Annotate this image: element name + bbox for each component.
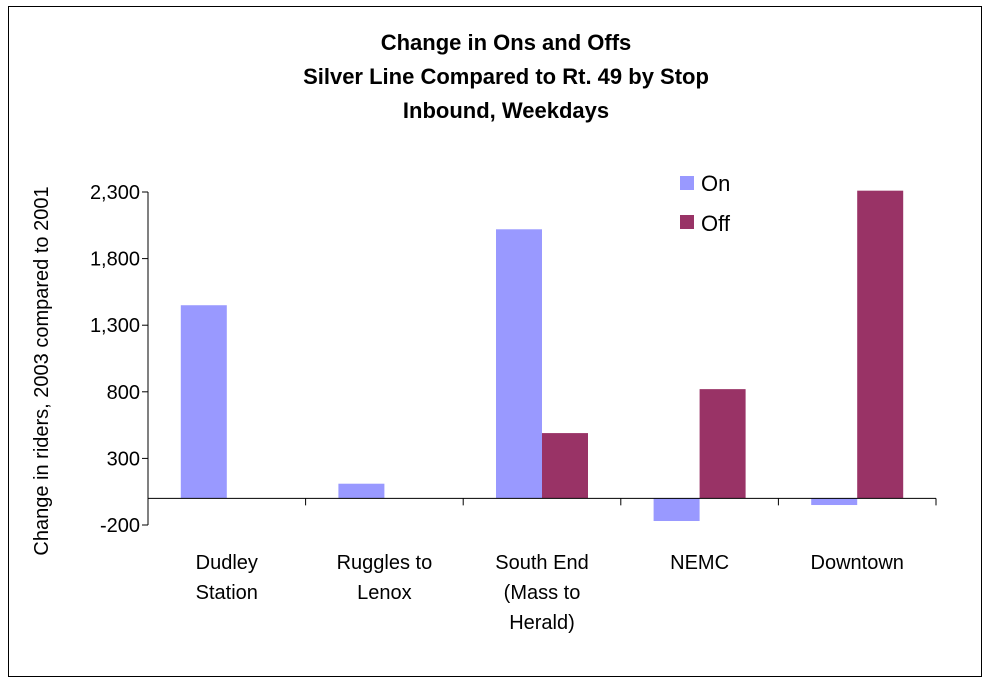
bar-on-1 <box>338 483 385 499</box>
x-category-label-line: NEMC <box>670 552 729 574</box>
y-tick-label: -200 <box>100 515 140 537</box>
chart-title-line-2: Silver Line Compared to Rt. 49 by Stop <box>303 64 709 89</box>
bar-off-4 <box>857 190 904 499</box>
x-category-label-line: Lenox <box>357 582 412 604</box>
chart-frame <box>8 6 982 677</box>
x-category-label: Downtown <box>811 552 904 574</box>
x-category-label: NEMC <box>670 552 729 574</box>
chart-title-line-1: Change in Ons and Offs <box>381 30 632 55</box>
y-tick-label: 800 <box>107 382 140 404</box>
x-category-label-line: South End <box>495 552 588 574</box>
x-category-label-line: Station <box>196 582 258 604</box>
bar-on-2 <box>496 229 542 499</box>
legend-label-off: Off <box>701 211 731 236</box>
x-category-label-line: Herald) <box>509 612 575 634</box>
y-axis-ticks: 2,300 1,800 1,300 800 300 -200 <box>90 182 149 537</box>
x-category-label: Ruggles to Lenox <box>337 552 433 604</box>
y-tick-label: 300 <box>107 448 140 470</box>
x-axis-category-labels: Dudley Station Ruggles to Lenox South End (Ma… <box>196 552 904 634</box>
bar-off-2 <box>542 433 588 499</box>
chart-title-line-3: Inbound, Weekdays <box>403 98 609 123</box>
x-category-label-line: Downtown <box>811 552 904 574</box>
bar-on-0 <box>180 305 227 499</box>
bar-on-4 <box>811 498 858 506</box>
y-axis-title: Change in riders, 2003 compared to 2001 <box>31 186 53 555</box>
legend-swatch-on <box>680 176 694 190</box>
legend-label-on: On <box>701 171 730 196</box>
chart-title: Change in Ons and Offs Silver Line Compa… <box>303 30 709 123</box>
bar-on-3 <box>653 498 700 522</box>
x-category-label-line: Ruggles to <box>337 552 433 574</box>
y-tick-label: 1,300 <box>90 315 140 337</box>
x-category-label-line: (Mass to <box>504 582 581 604</box>
bars <box>180 190 904 522</box>
legend-swatch-off <box>680 215 694 229</box>
legend: On Off <box>680 171 731 236</box>
x-axis <box>147 497 937 506</box>
bar-off-3 <box>699 389 746 499</box>
y-tick-label: 2,300 <box>90 182 140 204</box>
x-category-label: Dudley Station <box>196 552 258 604</box>
x-category-label: South End (Mass to Herald) <box>495 552 588 634</box>
y-tick-label: 1,800 <box>90 249 140 271</box>
x-category-label-line: Dudley <box>196 552 258 574</box>
